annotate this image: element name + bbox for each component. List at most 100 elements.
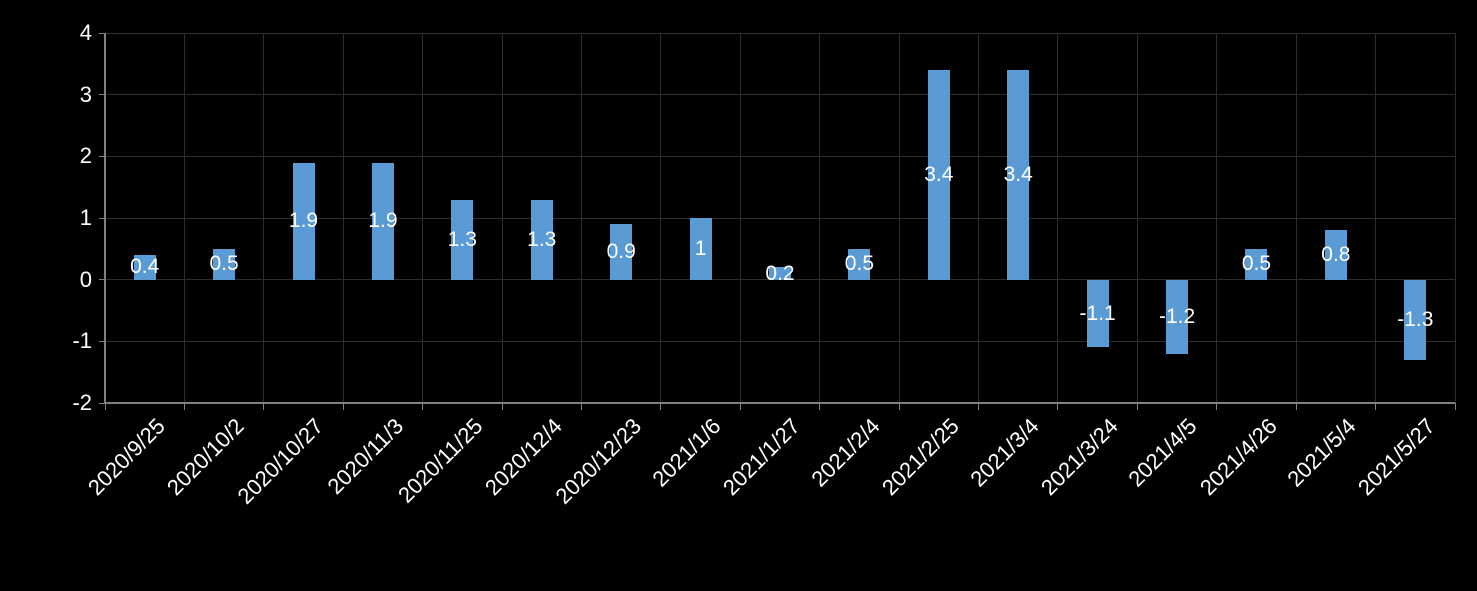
bar-data-label: 1 bbox=[694, 236, 707, 260]
horizontal-gridline bbox=[105, 217, 1455, 219]
bar-data-label: 3.4 bbox=[924, 162, 954, 186]
horizontal-gridline bbox=[105, 32, 1455, 34]
x-axis-category-label: 2021/3/24 bbox=[1035, 413, 1123, 501]
bar bbox=[133, 255, 156, 280]
y-axis-tick-label: -1 bbox=[72, 328, 92, 354]
vertical-gridline bbox=[898, 33, 900, 403]
y-axis-tick-label: 1 bbox=[79, 205, 92, 230]
vertical-gridline bbox=[580, 33, 582, 403]
vertical-gridline bbox=[660, 33, 662, 403]
bar-data-label: 3.4 bbox=[1003, 162, 1033, 186]
bar-data-label: -1.2 bbox=[1158, 304, 1196, 328]
vertical-gridline bbox=[183, 33, 185, 403]
x-axis-tick-mark bbox=[422, 403, 424, 410]
x-axis-category-label: 2020/11/25 bbox=[392, 413, 488, 508]
vertical-gridline bbox=[1454, 33, 1456, 403]
x-axis-category-label: 2021/1/27 bbox=[718, 413, 805, 501]
bar-data-label: 0.5 bbox=[1241, 252, 1272, 276]
bar-data-label: 0.8 bbox=[1321, 243, 1351, 266]
x-axis-category-label: 2021/1/6 bbox=[647, 413, 726, 492]
bar-data-label: 1.9 bbox=[288, 209, 319, 233]
y-axis-tick-label: 4 bbox=[79, 20, 92, 45]
vertical-gridline bbox=[263, 33, 265, 403]
x-axis-tick-mark bbox=[1295, 403, 1297, 410]
x-axis-tick-mark bbox=[501, 403, 503, 410]
bar-data-label: 0.4 bbox=[130, 255, 160, 279]
vertical-gridline bbox=[1295, 33, 1297, 403]
y-axis-tick-mark bbox=[99, 340, 105, 342]
bar bbox=[848, 248, 871, 280]
bar bbox=[1086, 279, 1109, 348]
bar-data-label: 1.9 bbox=[368, 209, 398, 233]
bar-data-label: 0.9 bbox=[606, 239, 636, 263]
horizontal-gridline bbox=[105, 340, 1455, 342]
bar bbox=[610, 224, 633, 280]
bar-data-label: 0.5 bbox=[209, 252, 239, 276]
bar-data-label: 0.2 bbox=[765, 261, 795, 285]
x-axis-tick-mark bbox=[978, 403, 980, 410]
horizontal-gridline bbox=[105, 155, 1455, 157]
x-axis-tick-mark bbox=[660, 403, 662, 410]
bar-data-label: 0.5 bbox=[844, 252, 875, 276]
x-axis-tick-mark bbox=[104, 403, 106, 410]
bar-data-label: -1.3 bbox=[1397, 307, 1434, 331]
x-axis-category-label: 2020/9/25 bbox=[82, 413, 170, 501]
bar bbox=[927, 70, 950, 280]
x-axis-category-label: 2020/12/23 bbox=[550, 413, 647, 509]
x-axis-category-label: 2021/5/4 bbox=[1282, 413, 1361, 492]
x-axis-tick-mark bbox=[580, 403, 582, 410]
x-axis-category-label: 2021/4/26 bbox=[1194, 413, 1282, 501]
bar bbox=[371, 162, 394, 280]
x-axis-tick-mark bbox=[1136, 403, 1138, 410]
y-axis-tick-mark bbox=[99, 279, 105, 281]
bar bbox=[689, 218, 712, 280]
x-axis-category-label: 2021/2/25 bbox=[876, 413, 964, 501]
x-axis-category-label: 2021/3/4 bbox=[964, 413, 1044, 492]
vertical-gridline bbox=[422, 33, 424, 403]
vertical-gridline bbox=[342, 33, 344, 403]
x-axis-tick-mark bbox=[342, 403, 344, 410]
x-axis-tick-mark bbox=[1057, 403, 1059, 410]
x-axis-category-label: 2021/2/4 bbox=[806, 413, 885, 492]
bar bbox=[530, 199, 553, 280]
vertical-gridline bbox=[1375, 33, 1377, 403]
x-axis-line bbox=[105, 402, 1455, 404]
y-axis-tick-mark bbox=[99, 32, 105, 34]
bar bbox=[769, 267, 791, 280]
vertical-gridline bbox=[978, 33, 980, 403]
bar bbox=[1166, 279, 1189, 354]
vertical-gridline bbox=[1216, 33, 1218, 403]
bar bbox=[1324, 230, 1347, 280]
bar bbox=[1404, 279, 1427, 360]
bar bbox=[1245, 248, 1268, 280]
bar bbox=[213, 248, 236, 280]
x-axis-tick-mark bbox=[1375, 403, 1377, 410]
y-axis-tick-mark bbox=[99, 402, 105, 404]
x-axis-tick-mark bbox=[183, 403, 185, 410]
bar bbox=[1007, 70, 1030, 280]
bar bbox=[451, 199, 474, 280]
x-axis-tick-mark bbox=[263, 403, 265, 410]
vertical-gridline bbox=[501, 33, 503, 403]
vertical-gridline bbox=[739, 33, 741, 403]
x-axis-tick-mark bbox=[739, 403, 741, 410]
horizontal-gridline bbox=[105, 94, 1455, 96]
bar-data-label: 1.3 bbox=[527, 227, 557, 251]
bar-data-label: -1.1 bbox=[1079, 301, 1116, 325]
vertical-gridline bbox=[1136, 33, 1138, 403]
y-axis-line bbox=[104, 33, 106, 403]
x-axis-tick-mark bbox=[1216, 403, 1218, 410]
y-axis-tick-mark bbox=[99, 217, 105, 219]
x-axis-category-label: 2020/10/27 bbox=[232, 413, 329, 509]
y-axis-tick-label: -2 bbox=[72, 390, 92, 415]
y-axis-tick-label: 2 bbox=[79, 143, 92, 169]
x-axis-tick-mark bbox=[819, 403, 821, 410]
x-axis-tick-mark bbox=[898, 403, 900, 410]
vertical-gridline bbox=[1057, 33, 1059, 403]
bar-data-label: 1.3 bbox=[447, 227, 477, 251]
x-axis-category-label: 2021/5/27 bbox=[1353, 413, 1441, 501]
y-axis-tick-label: 0 bbox=[79, 266, 92, 292]
x-axis-category-label: 2021/4/5 bbox=[1123, 413, 1203, 492]
horizontal-gridline bbox=[105, 279, 1455, 281]
